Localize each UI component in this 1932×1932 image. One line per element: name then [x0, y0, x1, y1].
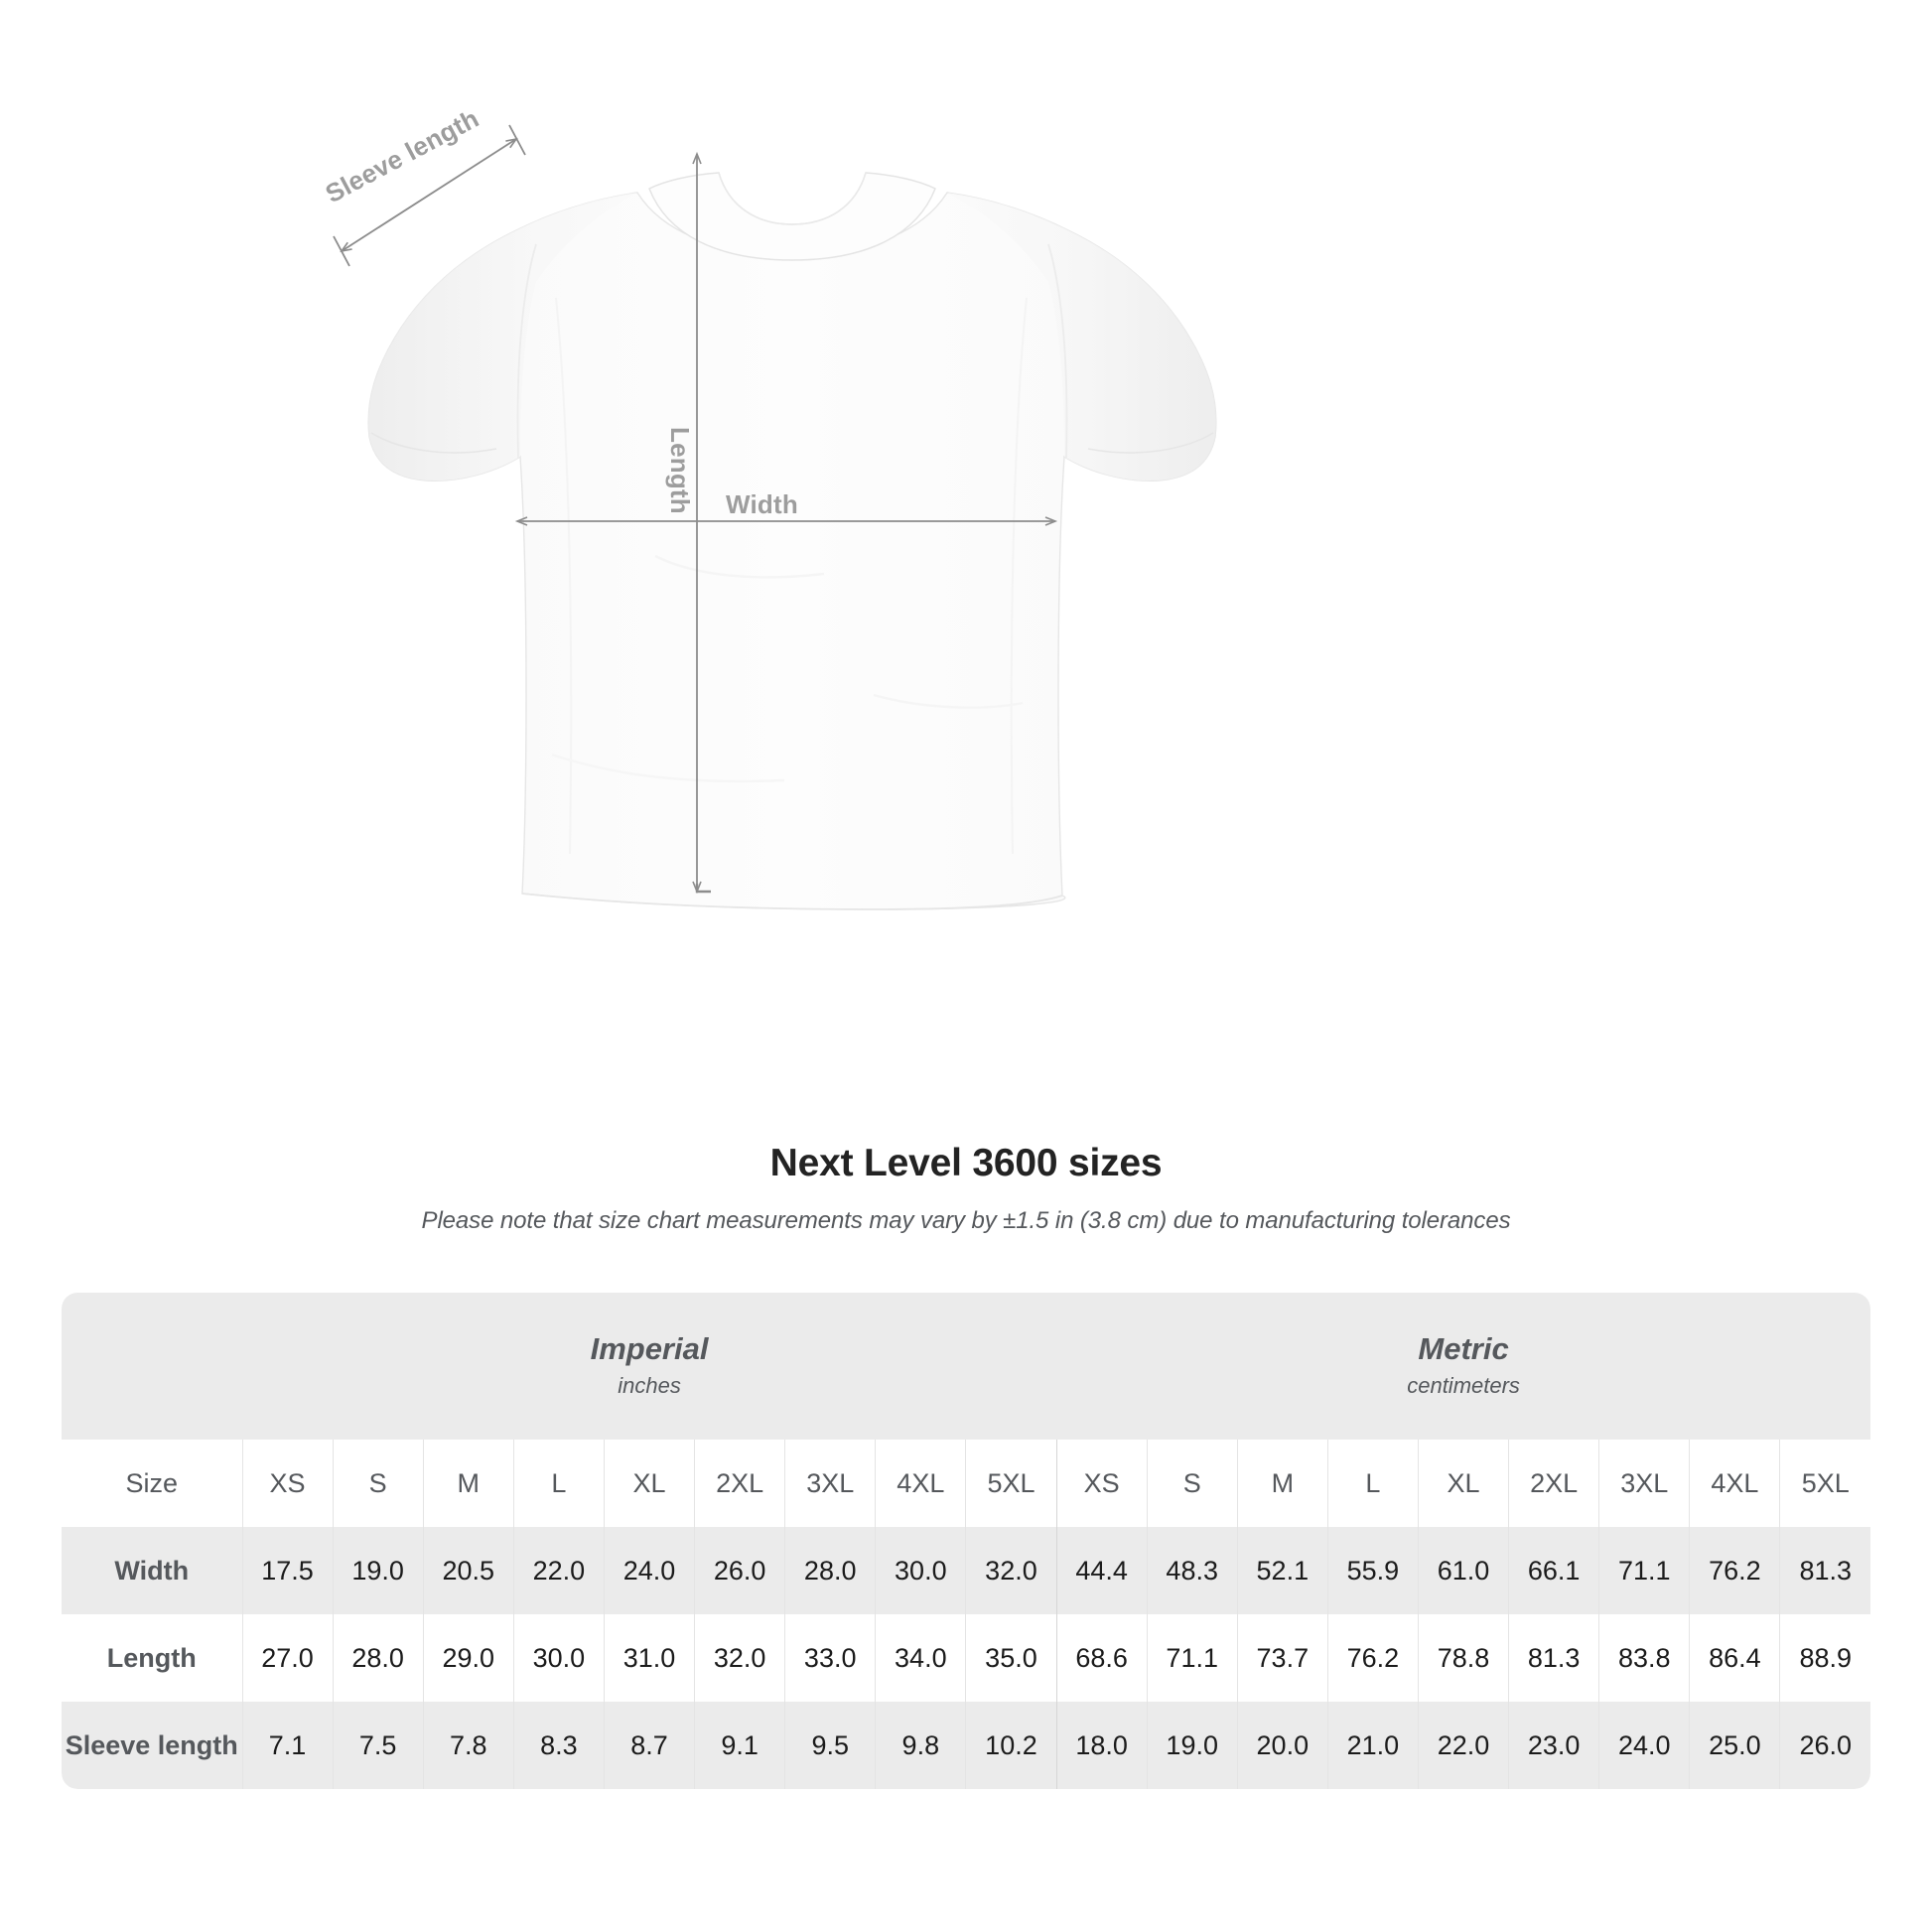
cell-metric-m: 52.1 [1236, 1527, 1328, 1614]
row-label-length: Length [62, 1614, 242, 1702]
unit-row-spacer [62, 1293, 242, 1440]
size-chart-table-wrap: Imperial inches Metric centimeters Size XS S M L… [62, 1293, 1871, 1789]
length-label: Length [665, 427, 695, 514]
tshirt-shape [367, 172, 1217, 910]
unit-group-row: Imperial inches Metric centimeters [62, 1293, 1871, 1440]
cell-imperial-5xl: 32.0 [965, 1527, 1057, 1614]
unit-group-metric: Metric centimeters [1056, 1293, 1871, 1440]
cell-metric-l: 76.2 [1326, 1614, 1419, 1702]
size-header-label: Size [62, 1440, 242, 1527]
cell-imperial-l: 22.0 [512, 1527, 605, 1614]
table-row: Width 17.5 19.0 20.5 22.0 24.0 26.0 28.0 30.0 32.… [62, 1527, 1871, 1614]
unit-group-sub: centimeters [1407, 1372, 1520, 1398]
size-header-m: M [422, 1440, 514, 1527]
cell-metric-4xl: 86.4 [1689, 1614, 1780, 1702]
size-header-3xl: 3XL [784, 1440, 876, 1527]
tshirt-measurement-diagram: Sleeve length Length Width [321, 103, 1217, 910]
unit-group-sub: inches [618, 1372, 681, 1398]
cell-metric-s: 71.1 [1146, 1614, 1238, 1702]
page-title: Next Level 3600 sizes [769, 1142, 1163, 1184]
row-label-sleeve-length: Sleeve length [62, 1702, 242, 1789]
size-header-xs: XS [241, 1440, 334, 1527]
cell-imperial-3xl: 28.0 [784, 1527, 876, 1614]
cell-metric-xl: 22.0 [1417, 1702, 1509, 1789]
table-row: Length 27.0 28.0 29.0 30.0 31.0 32.0 33.0 34.0 35… [62, 1614, 1871, 1702]
size-header-2xl: 2XL [694, 1440, 785, 1527]
cell-imperial-4xl: 9.8 [875, 1702, 966, 1789]
size-header-l: L [512, 1440, 605, 1527]
tshirt-illustration [333, 124, 1217, 910]
size-header-3xl: 3XL [1598, 1440, 1690, 1527]
cell-metric-xs: 68.6 [1055, 1614, 1148, 1702]
size-header-5xl: 5XL [1779, 1440, 1871, 1527]
cell-metric-xl: 78.8 [1417, 1614, 1509, 1702]
size-header-s: S [1146, 1440, 1238, 1527]
cell-imperial-3xl: 33.0 [784, 1614, 876, 1702]
cell-imperial-m: 20.5 [422, 1527, 514, 1614]
cell-imperial-2xl: 9.1 [694, 1702, 785, 1789]
cell-imperial-4xl: 34.0 [875, 1614, 966, 1702]
size-header-xl: XL [603, 1440, 695, 1527]
cell-metric-5xl: 26.0 [1779, 1702, 1871, 1789]
cell-imperial-xl: 31.0 [603, 1614, 695, 1702]
size-header-s: S [332, 1440, 424, 1527]
cell-imperial-4xl: 30.0 [875, 1527, 966, 1614]
cell-imperial-l: 8.3 [512, 1702, 605, 1789]
chart-heading-block: Next Level 3600 sizes Please note that s… [0, 1142, 1932, 1235]
cell-imperial-5xl: 35.0 [965, 1614, 1057, 1702]
cell-imperial-s: 19.0 [332, 1527, 424, 1614]
size-header-4xl: 4XL [875, 1440, 966, 1527]
cell-imperial-m: 29.0 [422, 1614, 514, 1702]
cell-metric-2xl: 66.1 [1508, 1527, 1599, 1614]
cell-imperial-xs: 27.0 [241, 1614, 334, 1702]
size-header-5xl: 5XL [965, 1440, 1057, 1527]
size-header-row: Size XS S M L XL 2XL 3XL 4XL 5XL XS S M L XL 2XL 3XL 4XL 5… [62, 1440, 1871, 1527]
cell-metric-2xl: 81.3 [1508, 1614, 1599, 1702]
cell-imperial-l: 30.0 [512, 1614, 605, 1702]
size-header-m: M [1236, 1440, 1328, 1527]
size-header-l: L [1326, 1440, 1419, 1527]
unit-group-name: Metric [1418, 1331, 1509, 1367]
cell-metric-3xl: 24.0 [1598, 1702, 1690, 1789]
cell-imperial-xl: 8.7 [603, 1702, 695, 1789]
cell-metric-2xl: 23.0 [1508, 1702, 1599, 1789]
cell-metric-m: 73.7 [1236, 1614, 1328, 1702]
cell-metric-3xl: 83.8 [1598, 1614, 1690, 1702]
cell-imperial-xl: 24.0 [603, 1527, 695, 1614]
table-row: Sleeve length 7.1 7.5 7.8 8.3 8.7 9.1 9.5 9.8 10.… [62, 1702, 1871, 1789]
cell-metric-5xl: 88.9 [1779, 1614, 1871, 1702]
cell-imperial-m: 7.8 [422, 1702, 514, 1789]
cell-metric-l: 55.9 [1326, 1527, 1419, 1614]
cell-metric-5xl: 81.3 [1779, 1527, 1871, 1614]
unit-group-imperial: Imperial inches [242, 1293, 1057, 1440]
size-header-4xl: 4XL [1689, 1440, 1780, 1527]
size-header-xl: XL [1417, 1440, 1509, 1527]
size-header-xs: XS [1055, 1440, 1148, 1527]
cell-imperial-3xl: 9.5 [784, 1702, 876, 1789]
cell-imperial-s: 28.0 [332, 1614, 424, 1702]
sleeve-length-arrow [333, 124, 526, 267]
cell-metric-4xl: 25.0 [1689, 1702, 1780, 1789]
width-label: Width [726, 489, 798, 519]
size-header-2xl: 2XL [1508, 1440, 1599, 1527]
cell-metric-xl: 61.0 [1417, 1527, 1509, 1614]
cell-metric-3xl: 71.1 [1598, 1527, 1690, 1614]
cell-metric-l: 21.0 [1326, 1702, 1419, 1789]
size-chart-table: Imperial inches Metric centimeters Size XS S M L… [62, 1293, 1871, 1789]
cell-metric-m: 20.0 [1236, 1702, 1328, 1789]
cell-imperial-xs: 7.1 [241, 1702, 334, 1789]
cell-metric-s: 19.0 [1146, 1702, 1238, 1789]
cell-imperial-2xl: 32.0 [694, 1614, 785, 1702]
cell-imperial-5xl: 10.2 [965, 1702, 1057, 1789]
cell-imperial-2xl: 26.0 [694, 1527, 785, 1614]
cell-metric-xs: 44.4 [1055, 1527, 1148, 1614]
cell-imperial-xs: 17.5 [241, 1527, 334, 1614]
cell-imperial-s: 7.5 [332, 1702, 424, 1789]
cell-metric-4xl: 76.2 [1689, 1527, 1780, 1614]
row-label-width: Width [62, 1527, 242, 1614]
cell-metric-xs: 18.0 [1055, 1702, 1148, 1789]
page-subtitle: Please note that size chart measurements… [421, 1207, 1511, 1234]
unit-group-name: Imperial [590, 1331, 709, 1367]
cell-metric-s: 48.3 [1146, 1527, 1238, 1614]
